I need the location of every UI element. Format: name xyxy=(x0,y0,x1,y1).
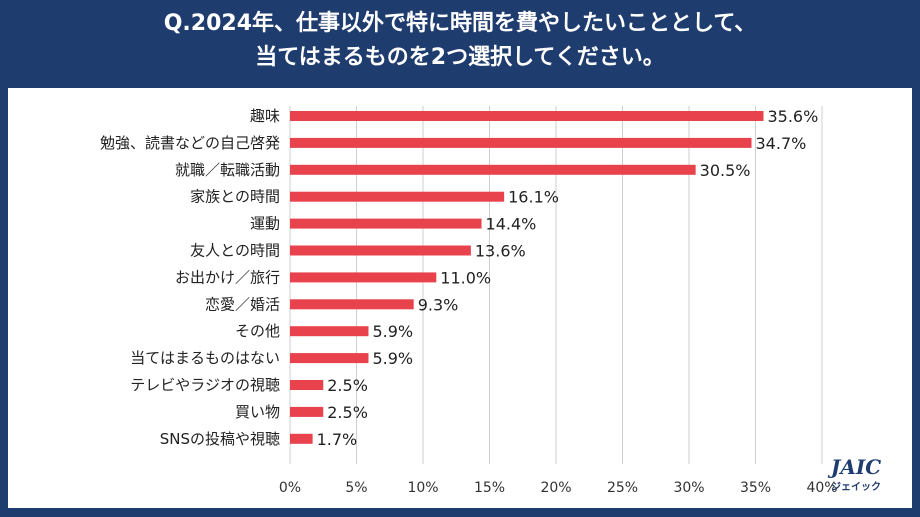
x-tick-label: 15% xyxy=(474,480,505,496)
value-label: 14.4% xyxy=(486,215,537,234)
bar xyxy=(290,272,437,283)
x-tick-label: 40% xyxy=(806,480,837,496)
bar xyxy=(290,299,414,310)
category-label: SNSの投稿や視聴 xyxy=(160,430,280,448)
bar xyxy=(290,326,369,337)
category-label: 就職／転職活動 xyxy=(175,161,280,179)
bar xyxy=(290,353,369,364)
value-label: 13.6% xyxy=(475,242,526,261)
value-label: 11.0% xyxy=(440,268,491,287)
logo-subtext: ジェイック xyxy=(831,481,881,493)
bar xyxy=(290,433,313,444)
bars xyxy=(290,111,764,444)
category-label: テレビやラジオの視聴 xyxy=(130,376,280,394)
category-labels: 趣味勉強、読書などの自己啓発就職／転職活動家族との時間運動友人との時間お出かけ／… xyxy=(100,107,280,448)
bar xyxy=(290,218,482,229)
category-label: 友人との時間 xyxy=(190,242,280,260)
logo: JAIC ジェイック xyxy=(827,455,881,493)
value-label: 2.5% xyxy=(327,376,368,395)
category-label: 勉強、読書などの自己啓発 xyxy=(100,134,280,152)
category-label: 買い物 xyxy=(235,403,280,421)
value-label: 1.7% xyxy=(317,430,358,449)
bar xyxy=(290,406,324,417)
value-labels: 35.6% 34.7% 30.5% 16.1% 14.4% 13.6% 11.0% 9.3% 5… xyxy=(317,107,819,449)
category-label: 当てはまるものはない xyxy=(130,349,280,367)
grid-lines xyxy=(289,106,823,464)
value-label: 16.1% xyxy=(508,188,559,207)
category-label: お出かけ／旅行 xyxy=(175,268,280,286)
value-label: 34.7% xyxy=(756,134,807,153)
category-label: その他 xyxy=(235,322,280,340)
category-label: 恋愛／婚活 xyxy=(205,295,280,313)
x-tick-label: 10% xyxy=(407,480,438,496)
chart-title-line2: 当てはまるものを2つ選択してください。 xyxy=(255,45,665,70)
x-tick-label: 30% xyxy=(673,480,704,496)
logo-text: JAIC xyxy=(827,455,881,479)
category-label: 運動 xyxy=(250,215,280,233)
value-label: 9.3% xyxy=(418,295,459,314)
value-label: 5.9% xyxy=(372,322,413,341)
bar xyxy=(290,164,696,175)
chart-title-line1: Q.2024年、仕事以外で特に時間を費やしたいこととして、 xyxy=(163,11,757,36)
x-tick-labels: 0% 5% 10% 15% 20% 25% 30% 35% 40% xyxy=(279,480,838,496)
bar xyxy=(290,111,764,121)
x-tick-label: 25% xyxy=(607,480,638,496)
value-label: 35.6% xyxy=(767,107,818,126)
x-tick-label: 5% xyxy=(345,480,367,496)
bar-chart: 趣味勉強、読書などの自己啓発就職／転職活動家族との時間運動友人との時間お出かけ／… xyxy=(100,106,881,496)
bar xyxy=(290,191,505,202)
chart-panel: 趣味勉強、読書などの自己啓発就職／転職活動家族との時間運動友人との時間お出かけ／… xyxy=(8,88,912,508)
x-tick-label: 20% xyxy=(540,480,571,496)
value-label: 30.5% xyxy=(700,161,751,180)
bar xyxy=(290,380,324,390)
x-tick-label: 35% xyxy=(740,480,771,496)
category-label: 家族との時間 xyxy=(190,188,280,206)
x-tick-label: 0% xyxy=(279,480,301,496)
bar xyxy=(290,245,471,256)
bar xyxy=(290,137,752,148)
value-label: 2.5% xyxy=(327,403,368,422)
chart-title: Q.2024年、仕事以外で特に時間を費やしたいこととして、 当てはまるものを2つ… xyxy=(0,0,920,84)
category-label: 趣味 xyxy=(250,107,280,125)
value-label: 5.9% xyxy=(372,349,413,368)
